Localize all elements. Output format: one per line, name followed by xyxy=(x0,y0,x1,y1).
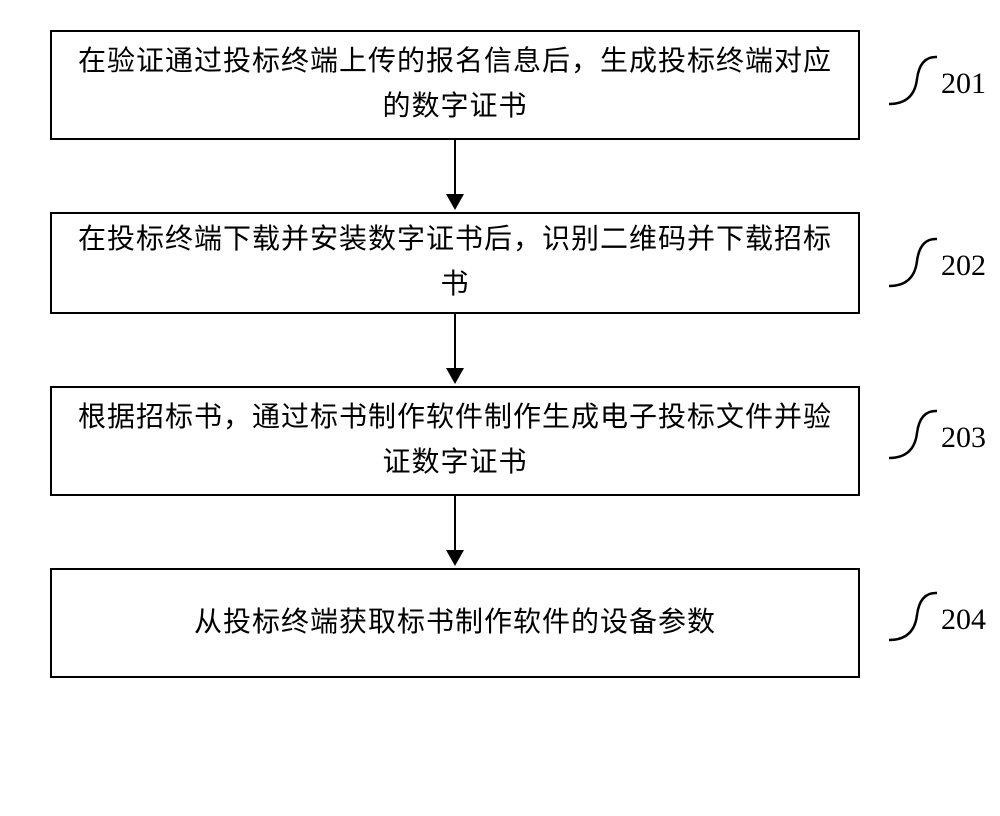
arrow-head-icon xyxy=(446,194,464,210)
arrow-2 xyxy=(50,314,860,386)
label-curve-icon xyxy=(889,590,939,650)
arrow-3 xyxy=(50,496,860,568)
step-label-204: 204 xyxy=(889,590,986,650)
arrow-line xyxy=(454,314,456,370)
step-label-text: 204 xyxy=(941,596,986,644)
step-label-201: 201 xyxy=(889,54,986,114)
step-text-204: 从投标终端获取标书制作软件的设备参数 xyxy=(194,601,716,646)
step-box-204: 从投标终端获取标书制作软件的设备参数 204 xyxy=(50,568,860,678)
arrow-line xyxy=(454,140,456,196)
step-box-202: 在投标终端下载并安装数字证书后，识别二维码并下载招标书 202 xyxy=(50,212,860,314)
label-curve-icon xyxy=(889,236,939,296)
step-box-201: 在验证通过投标终端上传的报名信息后，生成投标终端对应的数字证书 201 xyxy=(50,30,860,140)
step-label-202: 202 xyxy=(889,236,986,296)
arrow-head-icon xyxy=(446,550,464,566)
step-label-text: 203 xyxy=(941,414,986,462)
arrow-head-icon xyxy=(446,368,464,384)
flowchart-container: 在验证通过投标终端上传的报名信息后，生成投标终端对应的数字证书 201 在投标终… xyxy=(50,30,950,678)
step-box-203: 根据招标书，通过标书制作软件制作生成电子投标文件并验证数字证书 203 xyxy=(50,386,860,496)
step-text-201: 在验证通过投标终端上传的报名信息后，生成投标终端对应的数字证书 xyxy=(76,40,834,130)
step-label-203: 203 xyxy=(889,408,986,468)
step-text-202: 在投标终端下载并安装数字证书后，识别二维码并下载招标书 xyxy=(76,218,834,308)
label-curve-icon xyxy=(889,54,939,114)
arrow-1 xyxy=(50,140,860,212)
arrow-line xyxy=(454,496,456,552)
step-text-203: 根据招标书，通过标书制作软件制作生成电子投标文件并验证数字证书 xyxy=(76,396,834,486)
step-label-text: 202 xyxy=(941,242,986,290)
step-label-text: 201 xyxy=(941,60,986,108)
label-curve-icon xyxy=(889,408,939,468)
